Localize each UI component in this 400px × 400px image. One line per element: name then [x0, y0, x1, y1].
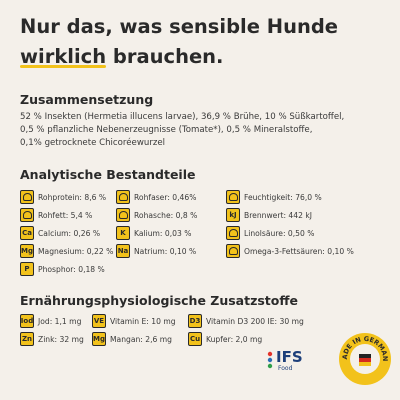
item: Iod Jod: 1,1 mg [20, 314, 81, 328]
icon [20, 190, 34, 204]
item-label: Kalium: 0,03 % [134, 228, 192, 238]
item: Linolsäure: 0,50 % [226, 226, 314, 240]
item-label: Calcium: 0,26 % [38, 228, 101, 238]
item: Na Natrium: 0,10 % [116, 244, 196, 258]
item-label: Omega-3-Fettsäuren: 0,10 % [244, 246, 354, 256]
item-label: Natrium: 0,10 % [134, 246, 197, 256]
icon [116, 208, 130, 222]
icon: Cu [188, 332, 202, 346]
icon [226, 244, 240, 258]
ifs-sub: Food [278, 365, 293, 372]
item-label: Rohfaser: 0,46% [134, 192, 197, 202]
ifs-text: IFS [276, 348, 303, 366]
icon: P [20, 262, 34, 276]
item-label: Feuchtigkeit: 76,0 % [244, 192, 322, 202]
icon [116, 190, 130, 204]
composition-heading: Zusammensetzung [20, 92, 154, 107]
item-label: Rohfett: 5,4 % [38, 210, 93, 220]
item-label: Linolsäure: 0,50 % [244, 228, 315, 238]
item: Feuchtigkeit: 76,0 % [226, 190, 322, 204]
additives-heading: Ernährungsphysiologische Zusatzstoffe [20, 293, 298, 308]
title-line1: Nur das, was sensible Hunde [20, 15, 339, 38]
icon: D3 [188, 314, 202, 328]
icon: Na [116, 244, 130, 258]
title-rest: brauchen. [112, 45, 224, 68]
item-label: Kupfer: 2,0 mg [206, 334, 263, 344]
item-label: Phosphor: 0,18 % [38, 264, 105, 274]
item-label: Brennwert: 442 kJ [244, 210, 312, 220]
item-label: Vitamin D3 200 IE: 30 mg [206, 316, 304, 326]
icon-glyph [228, 247, 238, 255]
composition-line: 52 % Insekten (Hermetia illucens larvae)… [20, 112, 345, 122]
item: D3 Vitamin D3 200 IE: 30 mg [188, 314, 304, 328]
icon [226, 190, 240, 204]
item: Rohfett: 5,4 % [20, 208, 92, 222]
item: Zn Zink: 32 mg [20, 332, 84, 346]
icon: K [116, 226, 130, 240]
item-label: Rohasche: 0,8 % [134, 210, 198, 220]
item-label: Magnesium: 0,22 % [38, 246, 114, 256]
item: VE Vitamin E: 10 mg [92, 314, 176, 328]
icon: kJ [226, 208, 240, 222]
icon: Iod [20, 314, 34, 328]
item: Mg Mangan: 2,6 mg [92, 332, 172, 346]
icon-glyph [118, 193, 128, 201]
item-label: Rohprotein: 8,6 % [38, 192, 107, 202]
icon: Zn [20, 332, 34, 346]
item: Rohfaser: 0,46% [116, 190, 196, 204]
item: Mg Magnesium: 0,22 % [20, 244, 113, 258]
item: Ca Calcium: 0,26 % [20, 226, 100, 240]
item: K Kalium: 0,03 % [116, 226, 191, 240]
title: Nur das, was sensible Hunde wirklich brau… [20, 12, 338, 72]
item-label: Jod: 1,1 mg [38, 316, 82, 326]
item: Rohprotein: 8,6 % [20, 190, 106, 204]
icon-glyph [228, 229, 238, 237]
icon-glyph [228, 193, 238, 201]
icon-glyph [22, 211, 32, 219]
icon: Ca [20, 226, 34, 240]
item-label: Mangan: 2,6 mg [110, 334, 172, 344]
icon: VE [92, 314, 106, 328]
item: Omega-3-Fettsäuren: 0,10 % [226, 244, 354, 258]
icon [226, 226, 240, 240]
composition-text: 52 % Insekten (Hermetia illucens larvae)… [20, 111, 344, 150]
composition-line: 0,5 % pflanzliche Nebenerzeugnisse (Toma… [20, 125, 313, 135]
icon: Mg [20, 244, 34, 258]
item: kJ Brennwert: 442 kJ [226, 208, 312, 222]
icon: Mg [92, 332, 106, 346]
item-label: Vitamin E: 10 mg [110, 316, 176, 326]
icon-glyph [22, 193, 32, 201]
item: P Phosphor: 0,18 % [20, 262, 105, 276]
composition-line: 0,1% getrocknete Chicoréewurzel [20, 138, 166, 148]
ifs-dots [267, 351, 273, 369]
item-label: Zink: 32 mg [38, 334, 84, 344]
item: Cu Kupfer: 2,0 mg [188, 332, 262, 346]
icon [20, 208, 34, 222]
title-highlight: wirklich [20, 45, 107, 68]
seal: MADE IN GERMANY [338, 332, 391, 385]
item: Rohasche: 0,8 % [116, 208, 197, 222]
icon-glyph [118, 211, 128, 219]
analysis-heading: Analytische Bestandteile [20, 167, 196, 182]
